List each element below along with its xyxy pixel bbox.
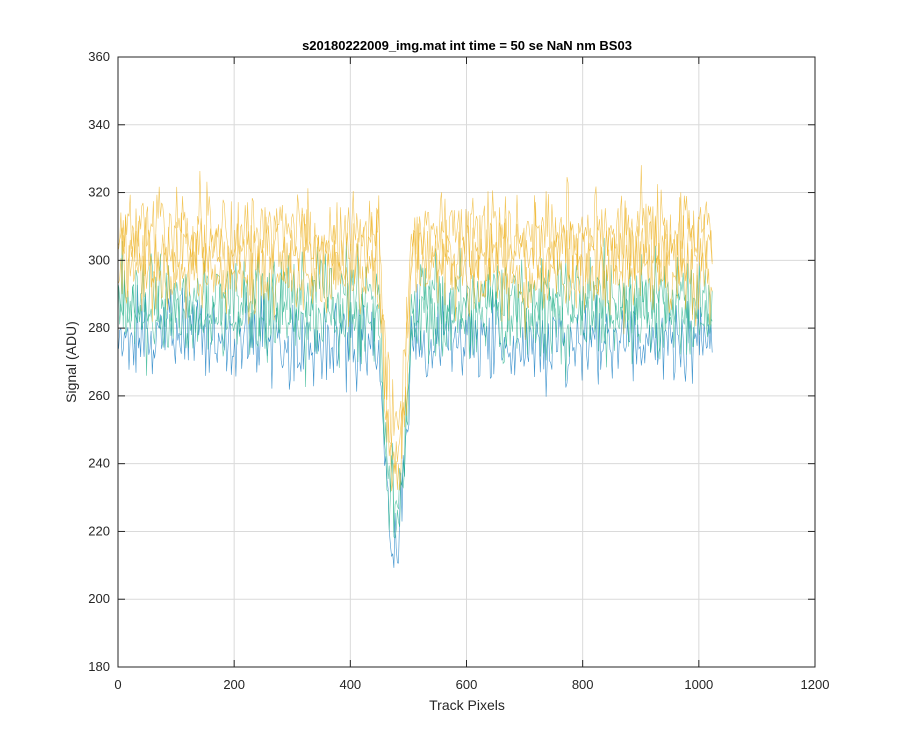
y-tick-label: 320 [88, 185, 110, 200]
y-tick-label: 280 [88, 320, 110, 335]
y-tick-label: 220 [88, 523, 110, 538]
y-tick-label: 200 [88, 591, 110, 606]
x-tick-label: 0 [114, 677, 121, 692]
y-axis-ticks: 180 200 220 240 260 280 300 320 340 360 [88, 49, 815, 674]
signal-trace [118, 165, 713, 459]
x-tick-label: 200 [223, 677, 245, 692]
signal-trace [118, 207, 713, 492]
x-tick-label: 400 [339, 677, 361, 692]
y-tick-label: 360 [88, 49, 110, 64]
y-tick-label: 340 [88, 117, 110, 132]
x-tick-label: 800 [572, 677, 594, 692]
signal-trace [118, 283, 713, 568]
x-tick-label: 1200 [801, 677, 830, 692]
y-tick-label: 300 [88, 252, 110, 267]
chart-title: s20180222009_img.mat int time = 50 se Na… [302, 38, 632, 53]
y-tick-label: 180 [88, 659, 110, 674]
x-tick-label: 1000 [684, 677, 713, 692]
x-axis-ticks: 0 200 400 600 800 1000 1200 [114, 57, 829, 692]
y-tick-label: 260 [88, 388, 110, 403]
signal-trace [118, 257, 713, 539]
y-tick-label: 240 [88, 456, 110, 471]
x-axis-label: Track Pixels [429, 697, 505, 713]
y-axis-label: Signal (ADU) [63, 321, 79, 403]
x-tick-label: 600 [456, 677, 478, 692]
data-traces [118, 165, 713, 568]
